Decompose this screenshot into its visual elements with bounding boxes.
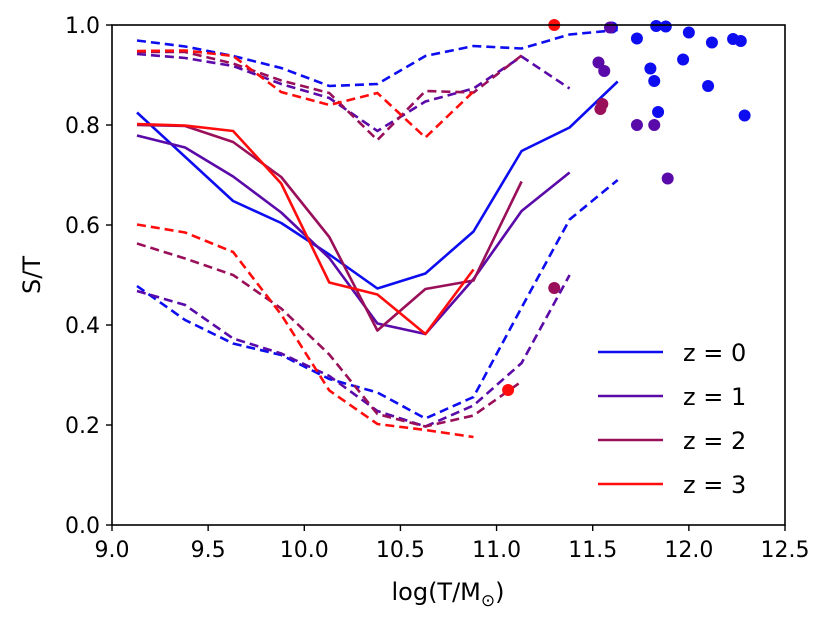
median-line-z0 bbox=[136, 80, 619, 290]
x-tick-label: 10.0 bbox=[280, 538, 329, 563]
lower-percentile-line-z2 bbox=[136, 242, 523, 428]
legend-label-z2: z = 2 bbox=[683, 427, 746, 455]
legend-label-z0: z = 0 bbox=[683, 339, 746, 367]
x-axis-label: log(T/M⊙) bbox=[391, 578, 504, 611]
scatter-point-z0 bbox=[644, 62, 657, 75]
legend: z = 0 z = 1 z = 2 z = 3 bbox=[598, 339, 746, 499]
scatter-point-z3 bbox=[502, 384, 515, 396]
scatter-point-z1 bbox=[598, 65, 611, 77]
scatter-point-z1 bbox=[592, 56, 605, 69]
median-line-z2 bbox=[136, 123, 523, 332]
x-tick-label: 9.5 bbox=[191, 538, 226, 563]
lower-percentile-line-z1 bbox=[136, 274, 571, 428]
scatter-point-z2 bbox=[548, 282, 561, 294]
scatter-point-z0 bbox=[650, 20, 663, 32]
plot-frame bbox=[111, 24, 786, 526]
median-line-z3 bbox=[136, 122, 475, 336]
scatter-point-z2 bbox=[594, 103, 607, 115]
scatter-point-z1 bbox=[661, 172, 674, 185]
x-tick-label: 12.5 bbox=[761, 538, 810, 563]
y-tick-label: 0.8 bbox=[65, 114, 100, 139]
x-tick-label: 11.0 bbox=[472, 538, 521, 563]
upper-percentile-line-z3 bbox=[136, 49, 475, 140]
scatter-point-z0 bbox=[630, 32, 643, 45]
x-tick-label: 10.5 bbox=[376, 538, 425, 563]
y-tick-label: 1.0 bbox=[65, 14, 100, 39]
scatter-point-z0 bbox=[677, 53, 690, 66]
scatter-point-z0 bbox=[734, 35, 747, 47]
y-tick-label: 0.4 bbox=[65, 314, 100, 339]
legend-label-z3: z = 3 bbox=[683, 471, 746, 499]
x-tick-label: 12.0 bbox=[664, 538, 713, 563]
scatter-point-z0 bbox=[652, 106, 665, 118]
scatter-point-z0 bbox=[705, 36, 718, 49]
scatter-point-z0 bbox=[738, 109, 751, 122]
scatter-point-z0 bbox=[648, 75, 661, 87]
x-tick-label: 9.0 bbox=[95, 538, 130, 563]
median-line-z1 bbox=[136, 134, 571, 336]
legend-label-z1: z = 1 bbox=[683, 383, 746, 411]
scatter-point-z1 bbox=[604, 21, 617, 34]
scatter-point-z0 bbox=[682, 26, 695, 39]
lower-percentile-line-z3 bbox=[136, 223, 474, 439]
scatter-point-z0 bbox=[702, 80, 715, 92]
scatter-point-z1 bbox=[648, 119, 661, 131]
lower-percentile-line-z0 bbox=[136, 178, 619, 420]
ticks-layer: 9.0 9.5 10.0 10.5 11.0 11.5 12.0 12.5 0.0 0.2 0.4 0… bbox=[65, 14, 809, 563]
y-tick-label: 0.6 bbox=[65, 214, 100, 239]
upper-percentile-line-z0 bbox=[136, 28, 618, 88]
upper-percentile-line-z1 bbox=[136, 52, 571, 133]
y-tick-label: 0.2 bbox=[65, 414, 100, 439]
series-layer bbox=[136, 19, 751, 439]
x-tick-label: 11.5 bbox=[568, 538, 617, 563]
scatter-point-z0 bbox=[659, 20, 672, 33]
y-tick-label: 0.0 bbox=[65, 514, 100, 539]
y-axis-label: S/T bbox=[18, 256, 46, 294]
upper-percentile-line-z2 bbox=[137, 50, 523, 142]
scatter-point-z1 bbox=[630, 119, 643, 131]
